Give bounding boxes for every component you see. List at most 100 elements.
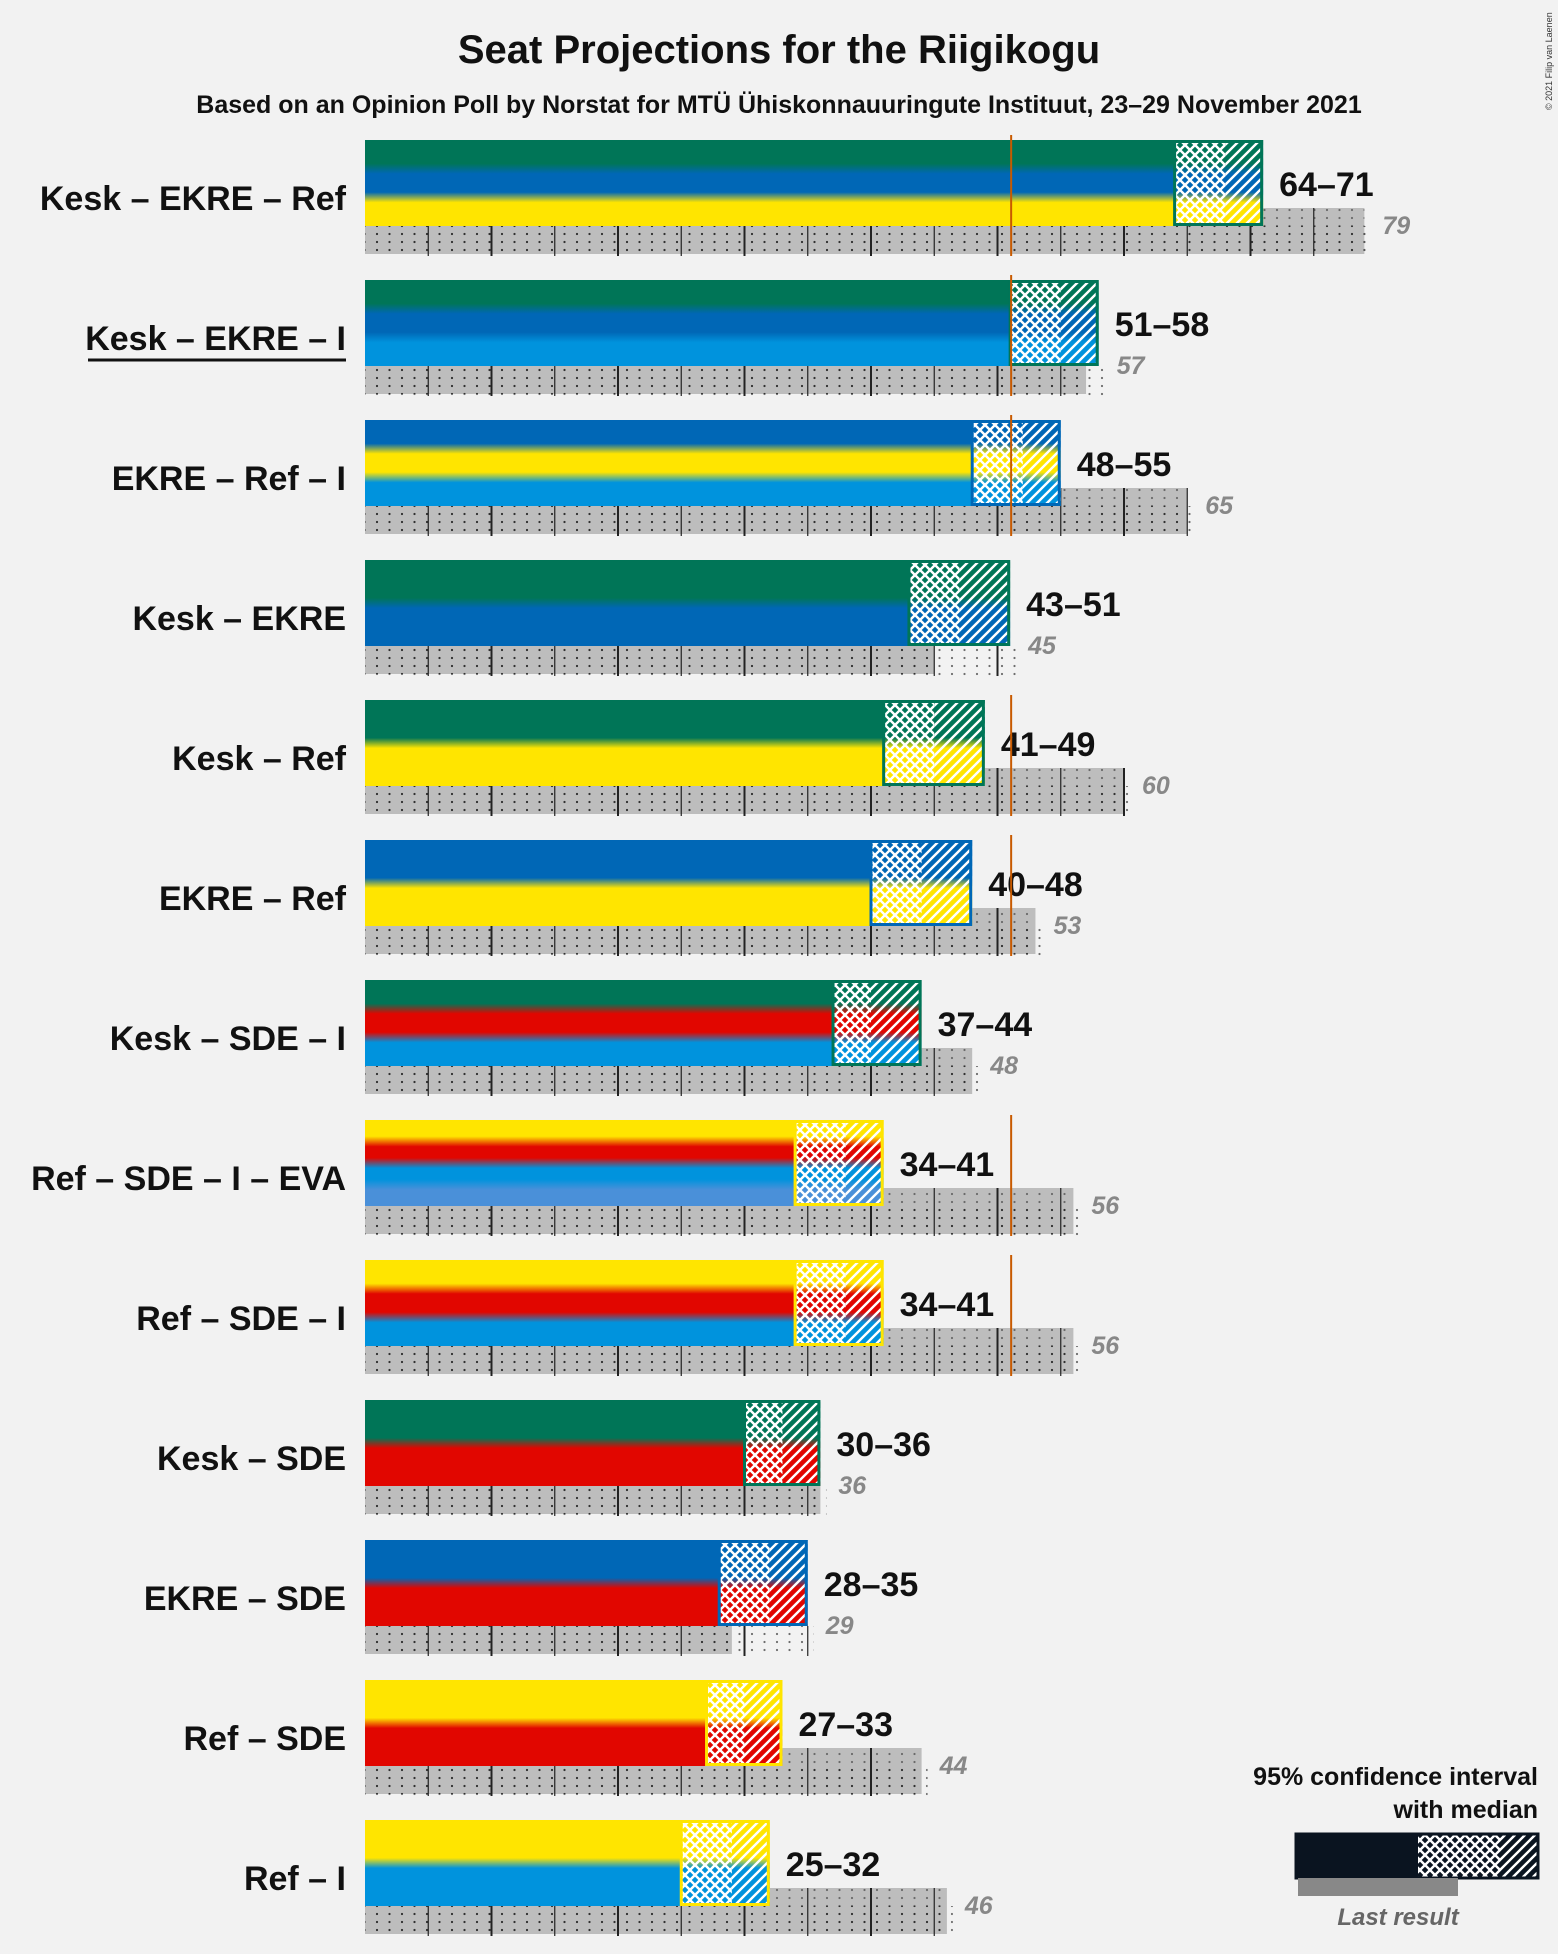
legend-title-line1: 95% confidence interval xyxy=(1253,1763,1538,1791)
legend-last-bar xyxy=(1298,1878,1458,1896)
grid-strip xyxy=(365,926,1042,956)
ci-upper-hatch xyxy=(744,1680,783,1766)
coalition-label: Ref – SDE – I xyxy=(136,1300,346,1338)
ci-lower-hatch xyxy=(1174,140,1226,226)
coalition-label: Ref – I xyxy=(244,1860,346,1898)
coalition-label: Kesk – SDE – I xyxy=(110,1020,346,1058)
ci-outline xyxy=(717,1540,808,1626)
coalition-label: Ref – SDE – I – EVA xyxy=(31,1160,346,1198)
ci-upper-hatch xyxy=(1225,140,1264,226)
coalition-row: EKRE – SDE 28–35 29 xyxy=(144,1540,918,1656)
range-label: 28–35 xyxy=(824,1566,919,1604)
ci-upper-hatch xyxy=(959,560,1011,646)
last-result-label: 79 xyxy=(1382,212,1410,240)
coalition-label: Kesk – EKRE – I xyxy=(85,320,346,358)
ci-lower-hatch xyxy=(883,700,935,786)
ci-outline xyxy=(869,840,973,926)
range-label: 40–48 xyxy=(988,866,1083,904)
coalition-label: Kesk – Ref xyxy=(172,740,347,778)
grid-strip xyxy=(365,1906,953,1936)
last-result-label: 44 xyxy=(939,1752,968,1780)
ci-upper-hatch xyxy=(934,700,985,786)
ci-lower-hatch xyxy=(795,1120,846,1206)
range-label: 34–41 xyxy=(900,1146,995,1184)
ci-outline xyxy=(705,1680,783,1766)
coalition-row: EKRE – Ref – I 48–55 65 xyxy=(112,420,1234,536)
coalition-label: Ref – SDE xyxy=(184,1720,347,1758)
last-result-label: 56 xyxy=(1091,1192,1120,1220)
coalition-row: Kesk – Ref 41–49 60 xyxy=(172,700,1170,816)
ci-upper-hatch xyxy=(769,1540,808,1626)
last-result-label: 65 xyxy=(1205,492,1234,520)
coalition-row: Kesk – SDE 30–36 36 xyxy=(157,1400,931,1516)
ci-bar xyxy=(365,980,922,1066)
ci-outline xyxy=(907,560,1011,646)
ci-outline xyxy=(743,1400,821,1486)
ci-lower-hatch xyxy=(744,1400,783,1486)
range-label: 37–44 xyxy=(938,1006,1033,1044)
grid-strip xyxy=(365,366,1105,396)
ci-outline xyxy=(831,980,922,1066)
grid-strip xyxy=(365,1066,979,1096)
last-result-label: 45 xyxy=(1027,632,1057,660)
range-label: 51–58 xyxy=(1115,306,1210,344)
grid-strip xyxy=(365,1626,814,1656)
grid-strip xyxy=(365,226,1371,256)
coalition-label: EKRE – Ref xyxy=(159,880,347,918)
range-label: 48–55 xyxy=(1077,446,1172,484)
legend-diag-hatch xyxy=(1500,1834,1538,1878)
ci-upper-hatch xyxy=(845,1260,884,1346)
legend-last-result: Last result xyxy=(1337,1904,1459,1931)
grid-strip xyxy=(365,1206,1080,1236)
last-result-label: 53 xyxy=(1053,912,1081,940)
coalition-label: Kesk – EKRE – Ref xyxy=(40,180,347,218)
coalition-row: Kesk – SDE – I 37–44 48 xyxy=(110,980,1032,1096)
ci-outline xyxy=(793,1120,884,1206)
ci-lower-hatch xyxy=(972,420,1023,506)
range-label: 30–36 xyxy=(836,1426,931,1464)
range-label: 34–41 xyxy=(900,1286,995,1324)
range-label: 25–32 xyxy=(786,1846,881,1884)
range-label: 41–49 xyxy=(1001,726,1096,764)
legend: 95% confidence interval with median Last… xyxy=(1253,1763,1540,1931)
ci-upper-hatch xyxy=(1022,420,1061,506)
ci-lower-hatch xyxy=(871,840,922,926)
coalition-row: Ref – I 25–32 46 xyxy=(244,1820,994,1936)
last-result-label: 36 xyxy=(838,1472,867,1500)
ci-outline xyxy=(793,1260,884,1346)
ci-lower-hatch xyxy=(833,980,871,1066)
ci-bar xyxy=(365,140,1264,226)
grid-strip xyxy=(365,1766,928,1796)
coalition-row: Ref – SDE 27–33 44 xyxy=(184,1680,968,1796)
chart-rows: Kesk – EKRE – Ref 64–71 79 Kesk – EKRE – I 5… xyxy=(31,135,1410,1936)
ci-upper-hatch xyxy=(845,1120,884,1206)
ci-upper-hatch xyxy=(871,980,922,1066)
credit-text: © 2021 Filip van Laenen xyxy=(1544,12,1554,110)
last-result-label: 57 xyxy=(1117,352,1146,380)
ci-lower-hatch xyxy=(1010,280,1061,366)
ci-bar xyxy=(365,700,985,786)
ci-lower-hatch xyxy=(681,1820,732,1906)
legend-cross-hatch xyxy=(1418,1834,1500,1878)
coalition-label: EKRE – SDE xyxy=(144,1580,346,1618)
last-result-label: 48 xyxy=(989,1052,1018,1080)
grid-strip xyxy=(365,786,1130,816)
ci-lower-hatch xyxy=(795,1260,846,1346)
grid-strip xyxy=(365,1486,827,1516)
ci-outline xyxy=(679,1820,770,1906)
coalition-row: EKRE – Ref 40–48 53 xyxy=(159,840,1083,956)
ci-upper-hatch xyxy=(782,1400,821,1486)
grid-strip xyxy=(365,646,1017,676)
coalition-row: Kesk – EKRE – Ref 64–71 79 xyxy=(40,140,1410,256)
coalition-row: Kesk – EKRE 43–51 45 xyxy=(132,560,1121,676)
last-result-label: 60 xyxy=(1142,772,1170,800)
ci-outline xyxy=(1173,140,1264,226)
chart-subtitle: Based on an Opinion Poll by Norstat for … xyxy=(196,90,1362,119)
range-label: 43–51 xyxy=(1026,586,1121,624)
coalition-label: EKRE – Ref – I xyxy=(112,460,346,498)
coalition-row: Ref – SDE – I – EVA 34–41 56 xyxy=(31,1120,1120,1236)
ci-upper-hatch xyxy=(921,840,973,926)
chart-title: Seat Projections for the Riigikogu xyxy=(458,28,1100,72)
ci-upper-hatch xyxy=(731,1820,770,1906)
